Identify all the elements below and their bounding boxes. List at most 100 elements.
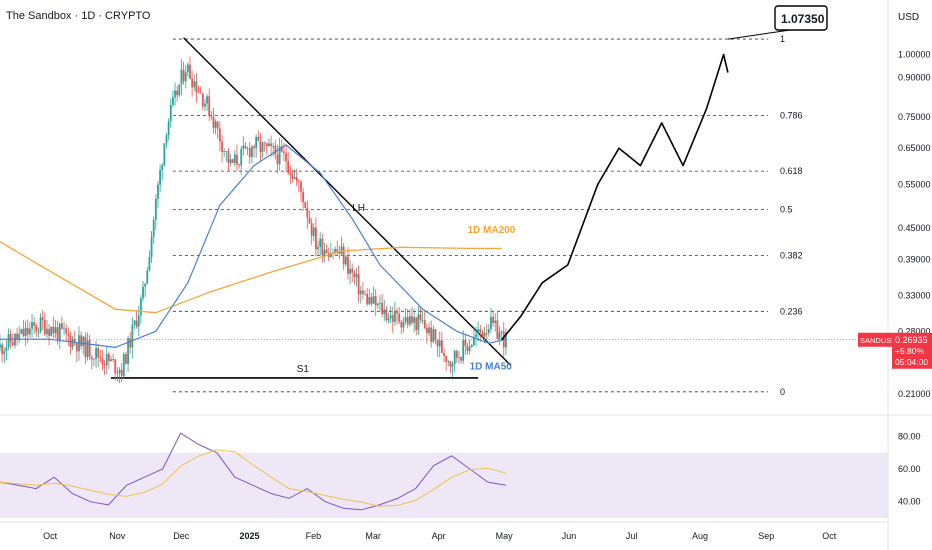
candle-body [43,320,46,335]
price-axis-tick: 0.65000 [898,143,931,153]
candle-body [396,310,398,314]
candle-body [75,343,78,352]
candle-body [56,327,59,340]
candle-body [178,84,181,96]
candle-body [73,338,76,344]
candle-body [413,317,416,323]
rsi-axis-tick: 80.00 [898,431,921,441]
candle-body [268,143,270,147]
candle-body [300,181,302,192]
candle-body [445,356,448,362]
candle-body [50,326,53,336]
candle-body [355,274,358,278]
candle-body [492,316,494,324]
candle-body [116,372,119,374]
candle-body [329,253,332,257]
candle-body [423,320,426,328]
candle-body [353,272,356,278]
candle-body [41,317,44,321]
candle-body [308,217,311,224]
candle-body [468,346,471,352]
symbol-badge [858,332,892,347]
candle-body [125,354,127,364]
candle-body [485,332,488,334]
price-badge-value: 0.26935 [895,335,928,345]
price-axis-tick: 0.21000 [898,389,931,399]
time-axis-tick: Aug [692,531,708,541]
candle-body [374,296,377,306]
ma200-label: 1D MA200 [467,225,515,236]
candle-body [95,348,97,360]
candle-body [394,310,396,322]
fib-level-label: 1 [780,34,785,44]
candle-body [110,359,112,362]
price-badge-change: +5.80% [895,346,925,356]
candle-body [216,121,219,129]
candle-body [340,246,343,254]
price-axis-tick: 0.75000 [898,112,931,122]
price-unit-label: USD [898,12,920,23]
candle-body [453,350,456,365]
candle-body [336,248,339,252]
candle-body [250,146,253,157]
candle-body [287,161,290,173]
candle-body [152,219,155,237]
candle-body [22,329,25,337]
price-axis-tick: 0.55000 [898,180,931,190]
candle-body [52,326,55,334]
candle-body [114,359,117,374]
candle-body [24,327,27,337]
candle-body [364,293,366,295]
candle-body [157,184,159,199]
target-callout-box [774,5,828,31]
candle-body [189,64,191,79]
candle-body [438,340,441,347]
candle-body [477,329,480,335]
descending-trendline [183,37,511,366]
candle-body [154,198,157,220]
candle-body [295,177,298,181]
price-axis-tick: 0.45000 [898,223,931,233]
candle-body [494,320,497,324]
price-badge-countdown: 05:04:00 [895,357,928,367]
fib-level-label: 0.786 [780,111,803,121]
candle-body [31,322,33,329]
candle-body [338,251,341,254]
candle-body [129,338,132,348]
candle-body [274,146,277,155]
candle-body [460,357,462,361]
candle-body [233,154,236,164]
candle-body [133,320,136,325]
fib-level-label: 0.382 [780,250,803,260]
candle-body [165,135,168,144]
candle-body [242,145,245,149]
candle-body [458,357,460,359]
candle-body [297,180,300,182]
candle-body [174,90,176,98]
candle-body [236,154,238,165]
candle-body [426,327,428,334]
candle-body [90,356,93,360]
candle-body [342,246,345,265]
candle-body [35,325,38,332]
candle-body [505,332,507,348]
candle-body [291,174,294,179]
candle-body [54,327,57,334]
candle-body [20,329,23,334]
candle-body [150,236,153,258]
candle-body [1,344,4,355]
candle-body [101,358,104,365]
time-axis-tick: Mar [365,531,381,541]
time-axis-tick: Feb [306,531,322,541]
candle-body [255,136,258,149]
candle-body [193,81,196,88]
candle-body [302,191,305,203]
candle-body [127,338,129,364]
candle-body [86,340,89,357]
candle-body [270,143,272,147]
candle-body [487,329,490,334]
candle-body [142,286,144,299]
candle-body [257,136,260,141]
candle-body [323,249,326,256]
